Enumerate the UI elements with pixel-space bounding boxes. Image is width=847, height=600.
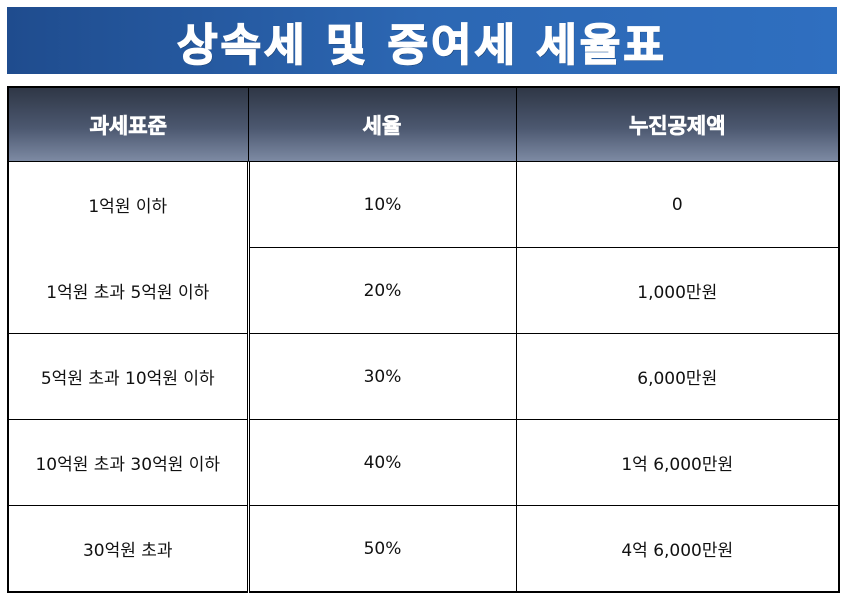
cell-tax-rate: 40% [247,419,517,506]
cell-tax-base: 5억원 초과 10억원 이하 [7,333,250,420]
tax-rate-table: 과세표준 세율 누진공제액 1억원 이하 10% 0 1억원 초과 5억원 이하… [7,86,840,593]
table-row: 10억원 초과 30억원 이하 40% 1억 6,000만원 [7,419,840,506]
cell-deduction: 1,000만원 [515,247,840,334]
cell-tax-base: 1억원 초과 5억원 이하 [7,247,250,334]
cell-tax-base: 10억원 초과 30억원 이하 [7,419,250,506]
cell-tax-rate: 30% [247,333,517,420]
page-title: 상속세 및 증여세 세율표 [176,19,667,72]
table-header-row: 과세표준 세율 누진공제액 [7,86,840,162]
table-row: 30억원 초과 50% 4억 6,000만원 [7,505,840,593]
header-tax-base: 과세표준 [7,86,249,162]
cell-deduction: 1억 6,000만원 [515,419,840,506]
cell-tax-base: 30억원 초과 [7,505,250,593]
cell-deduction: 4억 6,000만원 [515,505,840,593]
cell-deduction: 6,000만원 [515,333,840,420]
table-row: 5억원 초과 10억원 이하 30% 6,000만원 [7,333,840,420]
cell-deduction: 0 [515,161,840,248]
table-row: 1억원 초과 5억원 이하 20% 1,000만원 [7,247,840,334]
cell-tax-rate: 50% [247,505,517,593]
header-tax-rate: 세율 [247,86,517,162]
cell-tax-base: 1억원 이하 [7,161,250,248]
title-banner: 상속세 및 증여세 세율표 [7,7,837,74]
cell-tax-rate: 20% [247,247,517,334]
table-row: 1억원 이하 10% 0 [7,161,840,248]
header-progressive-deduction: 누진공제액 [515,86,840,162]
cell-tax-rate: 10% [247,161,517,248]
